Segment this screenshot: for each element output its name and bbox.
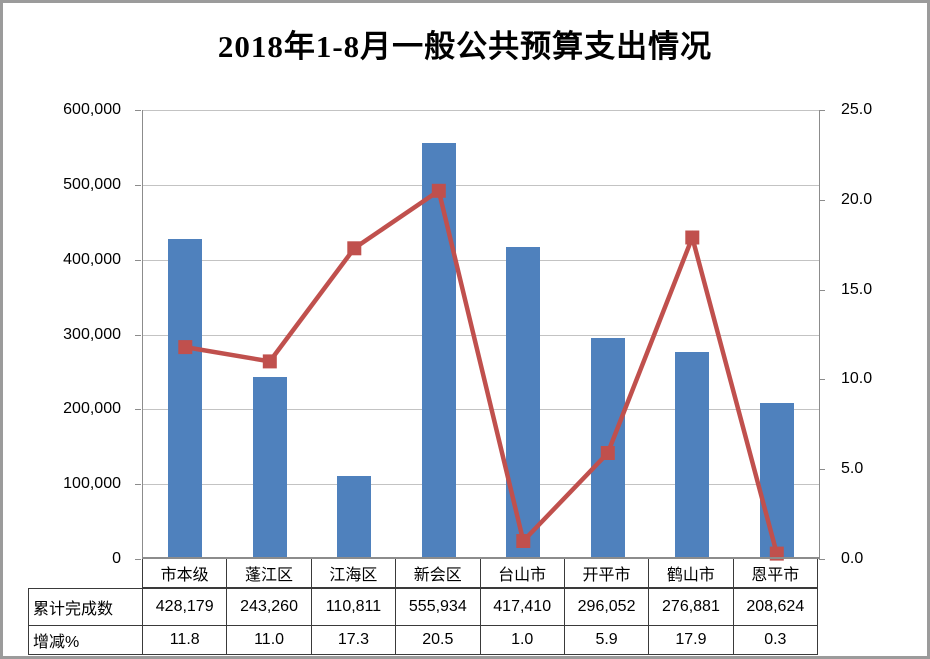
- category-label: 市本级: [143, 559, 228, 587]
- table-value-cell: 11.0: [227, 626, 312, 654]
- right-axis-tick-mark: [819, 559, 825, 560]
- line-marker: [178, 340, 193, 355]
- left-axis-tick-mark: [135, 409, 141, 410]
- right-axis-tick-label: 25.0: [841, 101, 873, 118]
- bar: [337, 476, 372, 559]
- left-axis-tick-label: 200,000: [63, 400, 121, 417]
- table-value-cell: 428,179: [143, 589, 228, 625]
- line-series: [178, 183, 784, 561]
- category-label: 台山市: [481, 559, 565, 587]
- category-label: 开平市: [565, 559, 650, 587]
- right-axis-tick-mark: [819, 469, 825, 470]
- table-value-cell: 5.9: [565, 626, 650, 654]
- left-axis-tick-mark: [135, 335, 141, 336]
- table-value-cell: 243,260: [227, 589, 312, 625]
- gridline: [143, 484, 819, 485]
- right-axis-tick-mark: [819, 379, 825, 380]
- table-value-cell: 20.5: [396, 626, 481, 654]
- line-marker: [600, 446, 615, 460]
- bar-column: [650, 110, 735, 559]
- table-value-cell: 17.3: [312, 626, 397, 654]
- gridline: [143, 409, 819, 410]
- category-label: 鹤山市: [649, 559, 734, 587]
- category-label: 蓬江区: [227, 559, 312, 587]
- left-axis-tick-mark: [135, 484, 141, 485]
- left-axis-tick-label: 0: [112, 550, 121, 567]
- chart-title: 2018年1-8月一般公共预算支出情况: [217, 29, 713, 64]
- bar-column: [397, 110, 482, 559]
- left-axis-tick-label: 500,000: [63, 176, 121, 193]
- data-table: 累计完成数 428,179 243,260 110,811 555,934 417,41…: [28, 588, 818, 655]
- right-axis-tick-label: 0.0: [841, 550, 864, 567]
- gridline: [143, 110, 819, 111]
- gridline: [143, 335, 819, 336]
- category-label: 新会区: [396, 559, 481, 587]
- right-axis-tick-mark: [819, 290, 825, 291]
- row-label: 累计完成数: [29, 589, 143, 625]
- table-row: 增减% 11.8 11.0 17.3 20.5 1.0 5.9 17.9 0.3: [29, 626, 817, 654]
- left-axis-tick-mark: [135, 260, 141, 261]
- left-axis-tick-mark: [135, 559, 141, 560]
- left-axis-tick-label: 600,000: [63, 101, 121, 118]
- right-axis-tick-mark: [819, 200, 825, 201]
- category-label: 恩平市: [751, 567, 800, 584]
- line-marker: [347, 241, 362, 256]
- left-axis-tick-label: 300,000: [63, 326, 121, 343]
- bar: [252, 377, 287, 559]
- row-label: 增减%: [29, 626, 143, 654]
- right-axis-tick-label: 10.0: [841, 370, 873, 387]
- left-axis-tick-mark: [135, 110, 141, 111]
- table-value-cell: 1.0: [481, 626, 565, 654]
- right-axis-tick-label: 15.0: [841, 281, 873, 298]
- bar: [675, 351, 710, 559]
- table-value-cell: 296,052: [565, 589, 650, 625]
- line-marker: [516, 534, 531, 548]
- bar-column: [143, 110, 228, 559]
- gridline: [143, 185, 819, 186]
- right-axis-tick-label: 5.0: [841, 460, 864, 477]
- x-axis-line: [143, 557, 819, 559]
- table-value-cell: 555,934: [396, 589, 481, 625]
- table-value-cell: 417,410: [481, 589, 565, 625]
- category-label: 江海区: [312, 559, 397, 587]
- table-value-cell: 0.3: [764, 631, 787, 648]
- left-axis-tick-label: 400,000: [63, 251, 121, 268]
- table-value-cell: 17.9: [649, 626, 734, 654]
- table-value-cell: 208,624: [746, 598, 805, 615]
- category-axis-row: 市本级 蓬江区 江海区 新会区 台山市 开平市 鹤山市 恩平市: [142, 559, 818, 588]
- bar-column: [228, 110, 313, 559]
- gridline: [143, 260, 819, 261]
- bar-column: [735, 110, 820, 559]
- bar-series: [143, 110, 819, 559]
- bar: [506, 246, 541, 559]
- table-value-cell: 11.8: [143, 626, 228, 654]
- line-marker: [262, 354, 277, 369]
- table-value-cell: 110,811: [312, 589, 397, 625]
- line-path: [184, 187, 779, 555]
- table-value-cell: 276,881: [649, 589, 734, 625]
- bar-column: [481, 110, 566, 559]
- right-axis-tick-mark: [819, 110, 825, 111]
- bar: [421, 143, 456, 559]
- plot-area: [142, 110, 820, 561]
- line-marker: [685, 230, 700, 245]
- table-row: 累计完成数 428,179 243,260 110,811 555,934 417,41…: [29, 589, 817, 626]
- line-marker: [431, 183, 446, 198]
- bar: [759, 402, 794, 559]
- left-axis-tick-label: 100,000: [63, 475, 121, 492]
- bar: [168, 238, 203, 559]
- bar-column: [312, 110, 397, 559]
- left-axis-tick-mark: [135, 185, 141, 186]
- right-axis-tick-label: 20.0: [841, 191, 873, 208]
